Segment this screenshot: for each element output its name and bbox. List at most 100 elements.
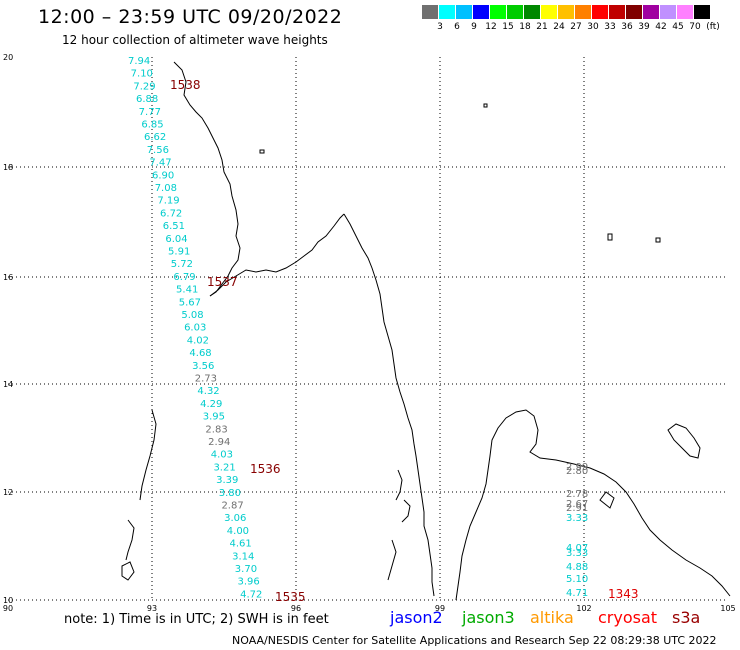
wave-height-value: 3.95 [203, 412, 225, 423]
wave-height-value: 2.73 [195, 374, 217, 385]
legend-swatch [490, 5, 506, 19]
wave-height-value: 2.80 [566, 466, 588, 477]
wave-height-value: 2.83 [205, 424, 227, 435]
time-1537: 1537 [207, 275, 238, 289]
legend-swatch [694, 5, 710, 19]
legend-swatch [473, 5, 489, 19]
lon-tick-label: 102 [576, 604, 591, 613]
island-small-1 [483, 103, 488, 108]
wave-height-value: 3.21 [213, 462, 235, 473]
wave-height-value: 4.07 [566, 543, 588, 554]
wave-height-value: 6.79 [173, 272, 195, 283]
wave-height-value: 3.06 [224, 513, 246, 524]
wave-height-value: 5.72 [171, 259, 193, 270]
island-mergui-1 [395, 469, 403, 501]
wave-height-value: 7.47 [149, 158, 171, 169]
legend-swatch [558, 5, 574, 19]
legend-label: 21 [536, 22, 548, 32]
altimeter-tracks: 7.94 7.107.29 6.88 7.77 6.856.62 7.56 7.476.90… [128, 56, 639, 604]
legend-label: 45 [672, 22, 684, 32]
page-title: 12:00 – 23:59 UTC 09/20/2022 [38, 6, 343, 28]
wave-height-value: 3.96 [237, 577, 259, 588]
island-mergui-3 [387, 539, 397, 581]
wave-height-value: 3.14 [232, 551, 254, 562]
wave-height-value: 4.03 [211, 450, 233, 461]
satellite-jason3: jason3 [462, 608, 515, 627]
wave-height-value: 7.08 [155, 183, 177, 194]
legend-label: 30 [587, 22, 599, 32]
lon-tick-label: 96 [291, 604, 301, 613]
lat-tick-label: 18 [3, 163, 13, 172]
legend-swatch [524, 5, 540, 19]
legend-swatch [507, 5, 523, 19]
island-mergui-2 [401, 499, 411, 523]
wave-height-value: 6.72 [160, 208, 182, 219]
legend-label: 9 [471, 22, 477, 32]
legend-swatch [575, 5, 591, 19]
lon-tick-label: 93 [147, 604, 157, 613]
wave-height-value: 4.68 [189, 348, 211, 359]
wave-height-value: 6.85 [141, 120, 163, 131]
legend-swatch [541, 5, 557, 19]
wave-height-value: 2.94 [208, 437, 230, 448]
lon-tick-label: 99 [435, 604, 445, 613]
time-1535: 1535 [275, 590, 306, 604]
wave-height-value: 4.02 [187, 335, 209, 346]
legend-label: 42 [655, 22, 667, 32]
wave-height-value: 7.94 [128, 56, 150, 67]
page-subtitle: 12 hour collection of altimeter wave hei… [62, 33, 328, 47]
lon-tick-label: 105 [720, 604, 735, 613]
island-andaman-south [125, 519, 135, 561]
legend-swatch [592, 5, 608, 19]
legend-swatch [439, 5, 455, 19]
units-note: note: 1) Time is in UTC; 2) SWH is in fe… [64, 612, 329, 627]
legend-label: 70 [689, 22, 701, 32]
wave-height-value: 3.33 [566, 548, 588, 559]
legend-swatch [609, 5, 625, 19]
wave-height-value: 4.72 [240, 589, 262, 600]
wave-height-value: 4.00 [227, 526, 249, 537]
wave-height-value: 4.32 [197, 386, 219, 397]
legend-label: 18 [519, 22, 531, 32]
wave-height-value: 5.67 [179, 297, 201, 308]
time-1343: 1343 [608, 587, 639, 601]
wave-height-value: 7.10 [131, 69, 153, 80]
lat-tick-label: 20 [3, 53, 13, 62]
satellite-altika: altika [530, 608, 574, 627]
legend-swatch [660, 5, 676, 19]
wave-height-value: 4.71 [566, 588, 588, 599]
wave-height-value: 5.08 [181, 310, 203, 321]
legend-label: 15 [502, 22, 514, 32]
legend-label: 3 [437, 22, 443, 32]
wave-height-value: 2.87 [221, 501, 243, 512]
coastline-tenasserim [343, 213, 435, 597]
footer-credit: NOAA/NESDIS Center for Satellite Applica… [232, 634, 717, 647]
island-small-2 [607, 233, 613, 241]
legend-swatch [626, 5, 642, 19]
wave-height-value: 2.91 [566, 503, 588, 514]
wave-height-value: 6.90 [152, 170, 174, 181]
wave-height-value: 4.88 [566, 562, 588, 573]
time-1538: 1538 [170, 78, 201, 92]
satellite-s3a: s3a [672, 608, 701, 627]
wave-height-value: 7.19 [157, 196, 179, 207]
wave-height-value: 4.29 [200, 399, 222, 410]
island-small-4 [259, 149, 265, 154]
legend-label: 39 [638, 22, 650, 32]
wave-height-value: 2.67 [566, 499, 588, 510]
wave-height-value: 3.39 [216, 475, 238, 486]
time-1536: 1536 [250, 462, 281, 476]
wave-height-value: 6.62 [144, 132, 166, 143]
lat-tick-label: 16 [3, 273, 13, 282]
wave-height-value: 5.41 [176, 285, 198, 296]
legend-label: 24 [553, 22, 565, 32]
coastline-irrawaddy-delta [209, 213, 345, 297]
coastline-gulf-of-thailand [455, 409, 731, 601]
legend-label: 12 [485, 22, 497, 32]
satellite-jason2: jason2 [390, 608, 443, 627]
wave-height-value: 7.56 [147, 145, 169, 156]
wave-height-value: 6.03 [184, 323, 206, 334]
wave-height-value: 4.61 [229, 539, 251, 550]
island-vietnam [667, 423, 701, 459]
